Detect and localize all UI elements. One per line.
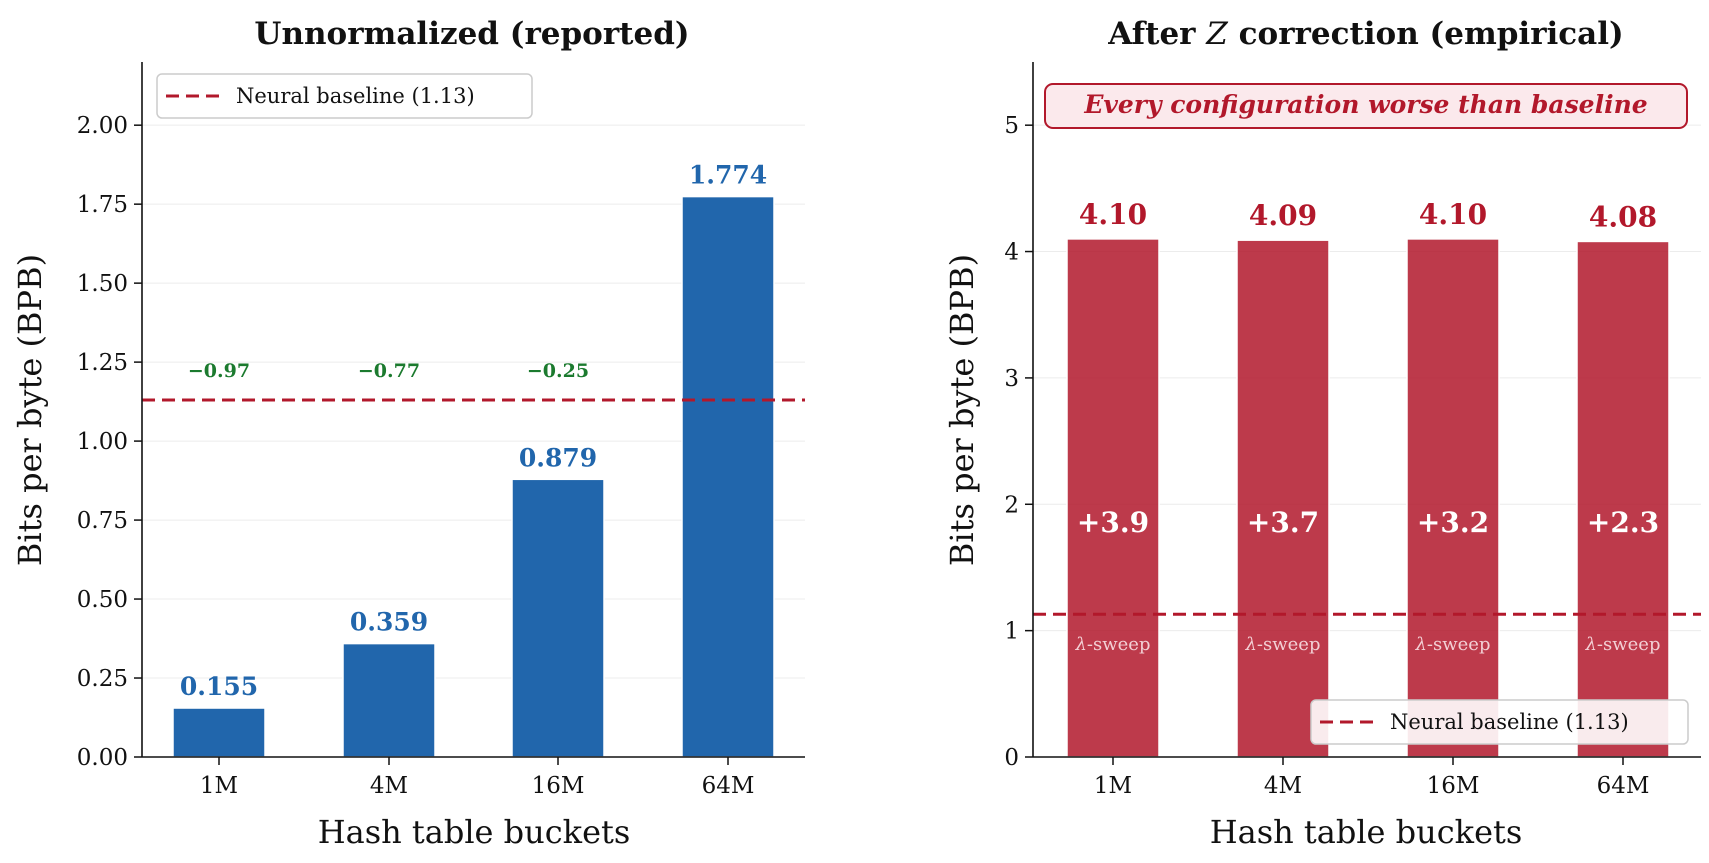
left-delta-label: −0.25 [527, 360, 589, 382]
right-legend: Neural baseline (1.13) [1310, 699, 1689, 745]
right-delta-labels: +3.9 +3.7 +3.2 +2.3 [1077, 506, 1659, 539]
right-chart: After Z correction (empirical) 4.10 4.09 4… [943, 16, 1701, 851]
right-value-label: 4.08 [1589, 200, 1657, 233]
right-y-tick-label: 1 [1004, 619, 1019, 645]
left-y-tick-label: 2.00 [77, 113, 128, 139]
right-annotation-banner: Every configuration worse than baseline [1044, 83, 1688, 129]
right-bar-16M [1406, 238, 1500, 758]
left-y-tick-label: 0.00 [77, 745, 128, 771]
right-bar-4M [1236, 239, 1330, 758]
right-legend-box [1310, 699, 1689, 745]
left-bar-4M [342, 642, 436, 758]
left-y-tick-label: 1.25 [77, 350, 128, 376]
left-value-label: 0.155 [180, 672, 258, 701]
right-y-tick-label: 0 [1004, 745, 1019, 771]
right-value-label: 4.10 [1079, 198, 1147, 231]
right-sweep-label: λ-sweep [1075, 634, 1151, 655]
left-legend-label: Neural baseline (1.13) [236, 84, 475, 108]
right-x-tick-label: 1M [1094, 773, 1132, 799]
right-sweep-label: λ-sweep [1245, 634, 1321, 655]
left-delta-label: −0.77 [358, 360, 420, 382]
left-x-tick-label: 1M [200, 773, 238, 799]
right-bars [1066, 238, 1670, 758]
right-delta-label: +3.9 [1077, 506, 1149, 539]
left-legend-box [156, 73, 533, 119]
right-bar-1M [1066, 238, 1160, 758]
right-value-label: 4.09 [1249, 199, 1317, 232]
right-x-tick-label: 4M [1264, 773, 1302, 799]
left-chart-title: Unnormalized (reported) [254, 16, 689, 52]
left-chart: Unnormalized (reported) 0.155 0.359 0.879 1… [11, 16, 805, 851]
right-sweep-label: λ-sweep [1585, 634, 1661, 655]
left-y-axis-label: Bits per byte (BPB) [11, 254, 49, 566]
left-bars [172, 195, 775, 758]
left-x-tick-label: 16M [532, 773, 585, 799]
right-delta-label: +3.7 [1247, 506, 1319, 539]
left-y-tick-label: 1.75 [77, 192, 128, 218]
right-value-labels: 4.10 4.09 4.10 4.08 [1079, 198, 1657, 234]
left-gridlines [142, 124, 805, 679]
left-value-labels: 0.155 0.359 0.879 1.774 [180, 161, 767, 701]
left-bar-16M [511, 478, 605, 758]
left-value-label: 0.879 [519, 443, 597, 472]
left-y-tick-label: 0.75 [77, 508, 128, 534]
right-y-tick-label: 4 [1004, 240, 1019, 266]
left-y-tick-label: 1.00 [77, 429, 128, 455]
right-sweep-labels: λ-sweep λ-sweep λ-sweep λ-sweep [1075, 634, 1661, 655]
right-delta-label: +2.3 [1587, 506, 1659, 539]
left-bar-64M [681, 195, 775, 758]
right-y-ticks: 0 1 2 3 4 5 [1004, 113, 1033, 771]
right-y-tick-label: 3 [1004, 366, 1019, 392]
right-value-label: 4.10 [1419, 198, 1487, 231]
right-legend-label: Neural baseline (1.13) [1390, 710, 1629, 734]
right-bar-64M [1576, 240, 1670, 758]
annotation-text: Every configuration worse than baseline [1083, 90, 1647, 119]
left-x-tick-label: 4M [370, 773, 408, 799]
right-delta-label: +3.2 [1417, 506, 1489, 539]
left-y-ticks: 0.00 0.25 0.50 0.75 1.00 1.25 1.50 1.75 2.00 [77, 113, 142, 771]
left-value-label: 1.774 [689, 161, 767, 190]
right-sweep-label: λ-sweep [1415, 634, 1491, 655]
left-value-label: 0.359 [350, 608, 428, 637]
left-y-tick-label: 0.25 [77, 666, 128, 692]
left-y-tick-label: 1.50 [77, 271, 128, 297]
right-chart-title: After Z correction (empirical) [1107, 16, 1623, 52]
right-x-tick-label: 16M [1427, 773, 1480, 799]
left-delta-label: −0.97 [188, 360, 250, 382]
left-y-tick-label: 0.50 [77, 587, 128, 613]
left-x-axis-label: Hash table buckets [318, 813, 631, 851]
right-y-tick-label: 2 [1004, 492, 1019, 518]
right-x-tick-label: 64M [1597, 773, 1650, 799]
right-y-tick-label: 5 [1004, 113, 1019, 139]
left-x-ticks: 1M 4M 16M 64M [200, 757, 755, 799]
left-legend: Neural baseline (1.13) [156, 73, 533, 119]
right-y-axis-label: Bits per byte (BPB) [943, 254, 981, 566]
left-bar-1M [172, 707, 266, 758]
left-delta-labels: −0.97 −0.77 −0.25 [188, 360, 589, 382]
right-x-ticks: 1M 4M 16M 64M [1094, 757, 1650, 799]
left-x-tick-label: 64M [702, 773, 755, 799]
annotation-box [1044, 83, 1688, 129]
right-x-axis-label: Hash table buckets [1210, 813, 1523, 851]
